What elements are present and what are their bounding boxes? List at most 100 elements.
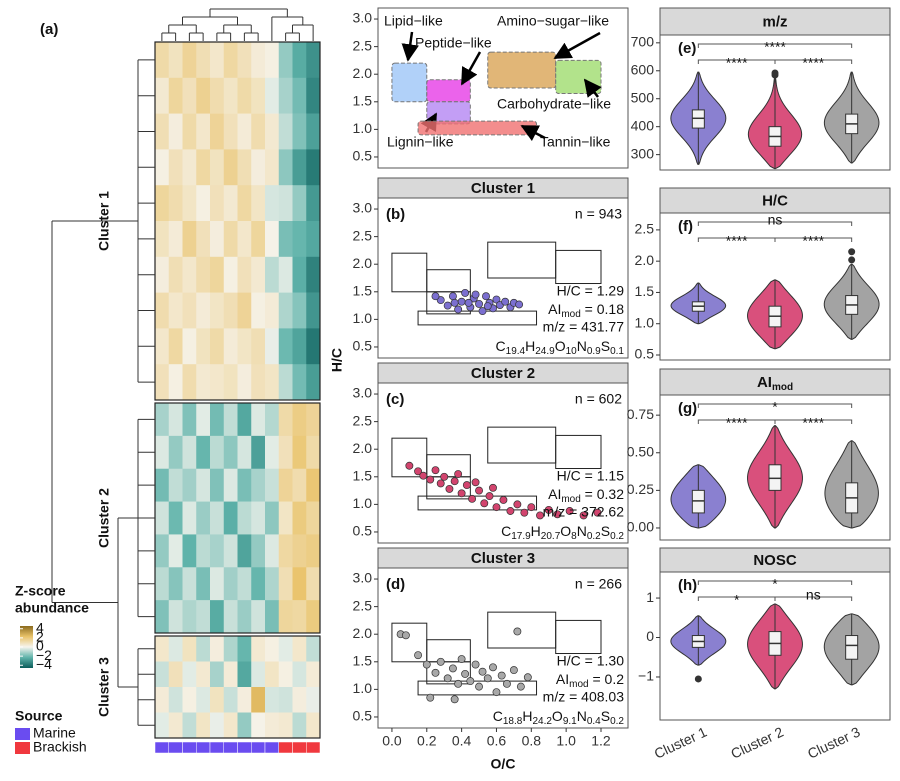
formula: C18.8H24.2O9.1N0.4S0.2 xyxy=(493,708,625,727)
heatmap-cell xyxy=(306,600,321,634)
heatmap-cell xyxy=(223,687,238,713)
heatmap-cell xyxy=(210,534,225,568)
y-tick-label: 1.5 xyxy=(353,282,373,298)
heatmap-cell xyxy=(223,256,238,293)
heatmap-cell xyxy=(223,501,238,535)
stat-ai-value: = 0.32 xyxy=(581,486,624,502)
panel-label: (a) xyxy=(40,21,58,38)
heatmap-cell xyxy=(182,256,197,293)
cluster-outline xyxy=(154,41,321,401)
heatmap-cell xyxy=(237,149,252,186)
heatmap-cell xyxy=(292,712,307,739)
formula-element: H xyxy=(525,338,535,354)
stat-hc: H/C = 1.15 xyxy=(557,468,625,484)
formula-element: S xyxy=(601,523,610,539)
heatmap-cell xyxy=(182,292,197,329)
heatmap-cell xyxy=(265,403,280,437)
point xyxy=(414,651,423,660)
heatmap-cell xyxy=(265,328,280,365)
heatmap-cell xyxy=(168,687,183,713)
heatmap-cell xyxy=(155,435,170,470)
heatmap-cell xyxy=(196,403,211,437)
point xyxy=(426,693,435,702)
heatmap-cell xyxy=(237,364,252,401)
source-cell xyxy=(292,741,307,754)
heatmap-cell xyxy=(182,77,197,114)
heatmap-cell xyxy=(251,328,266,365)
heatmap-cell xyxy=(210,600,225,634)
heatmap-cell xyxy=(223,468,238,502)
heatmap-cell xyxy=(265,534,280,568)
heatmap-cell xyxy=(278,403,293,437)
point xyxy=(440,472,449,481)
heatmap-cell xyxy=(155,149,170,186)
heatmap-cell xyxy=(251,185,266,222)
legend-title: Z-score xyxy=(15,583,66,599)
source-cell xyxy=(168,741,183,754)
heatmap-cell xyxy=(223,292,238,329)
heatmap-cell xyxy=(182,687,197,713)
heatmap-cell xyxy=(265,501,280,535)
y-tick-label: 0.50 xyxy=(627,443,654,459)
heatmap-cell xyxy=(182,712,197,739)
heatmap-cell xyxy=(155,256,170,293)
heatmap-cell xyxy=(292,687,307,713)
colorbar-label: 2 xyxy=(36,629,44,645)
point xyxy=(419,471,428,480)
heatmap-cell xyxy=(292,149,307,186)
x-tick-label: 0.0 xyxy=(382,733,402,749)
heatmap-cell xyxy=(237,185,252,222)
heatmap-cell xyxy=(237,600,252,634)
heatmap-cell xyxy=(306,77,321,114)
source-cell xyxy=(264,741,279,754)
heatmap-cell xyxy=(278,534,293,568)
strip-title-main: H/C xyxy=(762,192,788,209)
heatmap-cell xyxy=(168,328,183,365)
heatmap-cell xyxy=(251,149,266,186)
panel-label: (g) xyxy=(678,400,697,417)
heatmap-cell xyxy=(292,77,307,114)
heatmap-cell xyxy=(168,567,183,601)
point xyxy=(513,500,522,509)
point xyxy=(457,655,466,663)
point xyxy=(499,496,508,504)
heatmap-cell xyxy=(168,256,183,293)
heatmap-cell xyxy=(251,221,266,258)
box xyxy=(845,635,859,660)
formula-count: 9.1 xyxy=(563,716,577,727)
heatmap-cell xyxy=(182,149,197,186)
heatmap-cell xyxy=(223,113,238,150)
point xyxy=(478,307,487,316)
heatmap-cell xyxy=(155,534,170,568)
heatmap-cell xyxy=(182,534,197,568)
heatmap-cell xyxy=(223,534,238,568)
outlier xyxy=(848,256,856,264)
y-tick-label: 0.5 xyxy=(353,148,373,164)
point xyxy=(502,679,511,688)
heatmap-cell xyxy=(223,42,238,79)
heatmap-cell xyxy=(210,468,225,502)
point xyxy=(405,461,414,470)
strip-title: Cluster 2 xyxy=(471,365,535,382)
heatmap-cell xyxy=(155,364,170,401)
strip-header xyxy=(659,187,891,214)
heatmap-cell xyxy=(182,403,197,437)
heatmap-cell xyxy=(251,364,266,401)
heatmap-cell xyxy=(155,221,170,258)
stat-ai: AImod = 0.32 xyxy=(548,486,624,505)
significance-label: * xyxy=(772,399,778,415)
heatmap-cell xyxy=(182,435,197,470)
source-cell xyxy=(251,741,266,754)
heatmap-cell xyxy=(168,712,183,739)
strip-title: m/z xyxy=(762,13,787,30)
point xyxy=(457,489,466,498)
y-tick-label: 1 xyxy=(646,589,654,605)
heatmap-cell xyxy=(196,435,211,470)
x-tick-label: 1.2 xyxy=(591,733,611,749)
heatmap-cell xyxy=(210,712,225,739)
heatmap-cell xyxy=(155,661,170,688)
stat-ai-main: AI xyxy=(548,301,561,317)
point xyxy=(497,671,506,680)
strip-header xyxy=(659,7,891,36)
y-tick-label: 3.0 xyxy=(353,200,373,216)
